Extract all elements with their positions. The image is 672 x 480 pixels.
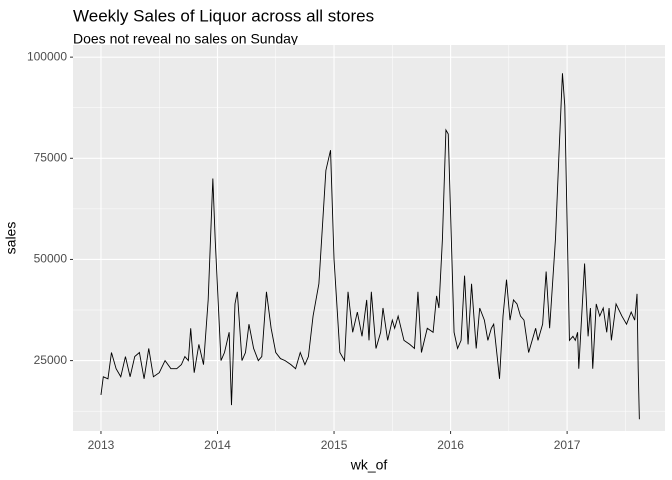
x-axis-title: wk_of bbox=[350, 457, 388, 473]
y-tick-label: 75000 bbox=[34, 150, 68, 164]
line bbox=[100, 73, 640, 420]
chart-subtitle: Does not reveal no sales on Sunday bbox=[73, 31, 298, 47]
panel bbox=[73, 45, 665, 431]
y-axis-title: sales bbox=[3, 222, 19, 255]
chart-title: Weekly Sales of Liquor across all stores bbox=[73, 6, 374, 25]
x-tick-label: 2016 bbox=[437, 438, 464, 452]
y-tick-label: 50000 bbox=[34, 252, 68, 266]
y-tick-label: 100000 bbox=[27, 49, 67, 63]
x-tick-label: 2013 bbox=[88, 438, 115, 452]
x-tick-label: 2014 bbox=[204, 438, 231, 452]
x-tick-label: 2017 bbox=[554, 438, 581, 452]
x-tick-label: 2015 bbox=[321, 438, 348, 452]
y-tick-label: 25000 bbox=[34, 353, 68, 367]
